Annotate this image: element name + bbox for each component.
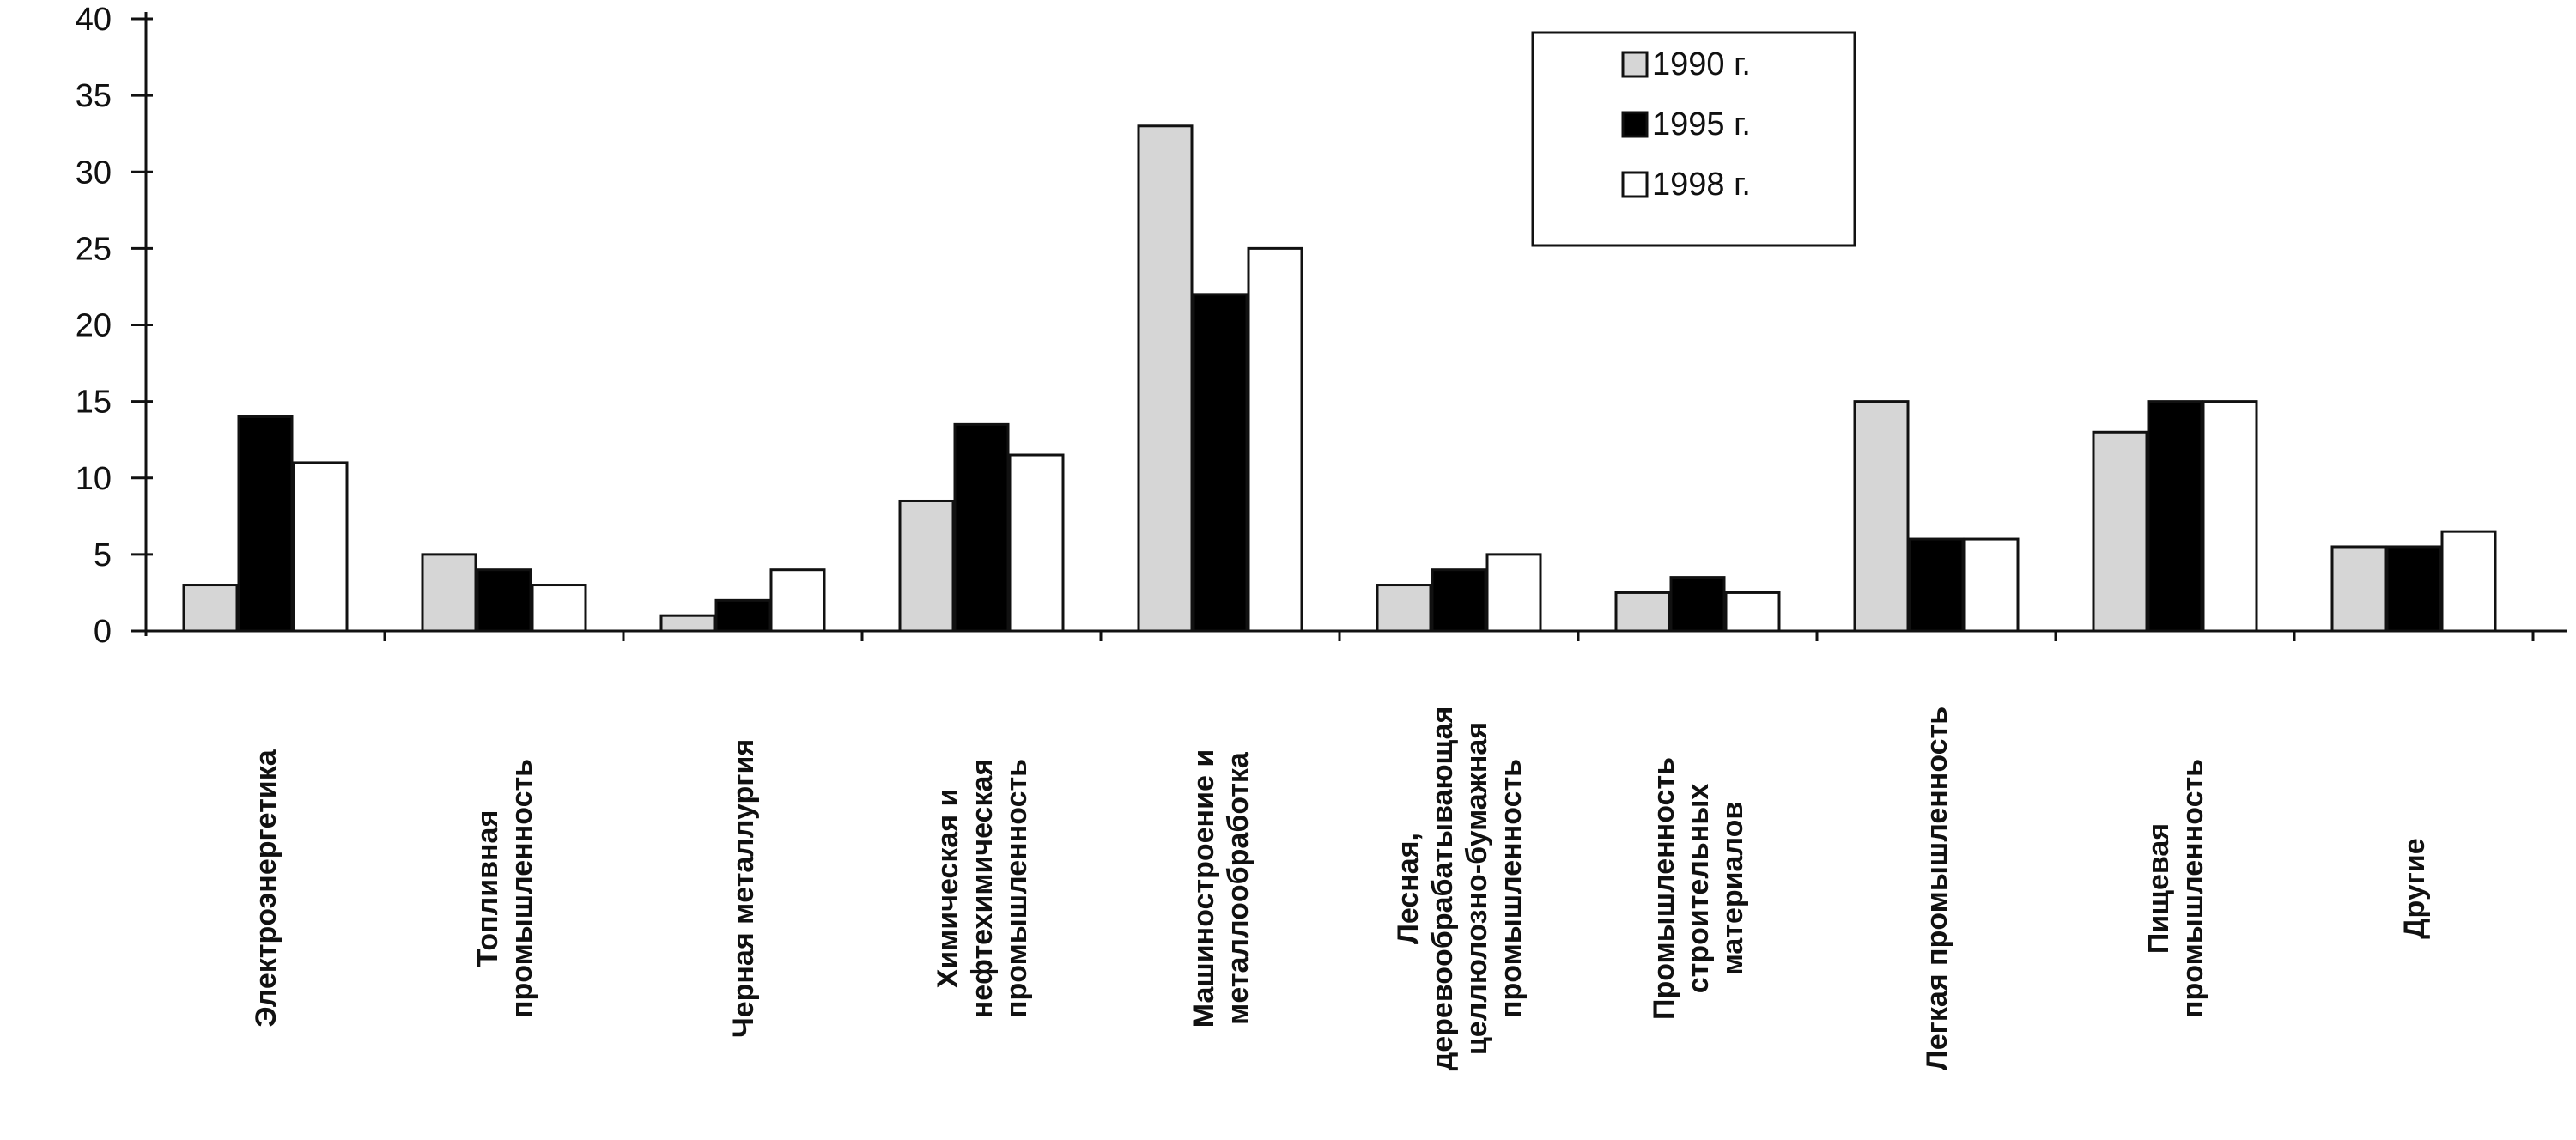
bar-2 — [714, 598, 771, 633]
category-label: Легкая промышленность — [1921, 706, 1953, 1070]
bar-2 — [1192, 293, 1249, 633]
category-labels: Электроэнергетика Топливнаяпромышленность… — [250, 706, 2431, 1071]
category-label-line: Лесная, — [1392, 833, 1425, 944]
bar-3 — [531, 584, 587, 633]
category-label: Машиностроение иметаллообработка — [1188, 749, 1255, 1028]
y-tick-label: 15 — [76, 385, 112, 421]
y-tick-label: 25 — [76, 231, 112, 267]
legend-label: 1995 г. — [1652, 106, 1751, 142]
category-label-line: Пищевая — [2142, 823, 2175, 954]
category-label-line: строительных — [1682, 784, 1715, 994]
bar-2 — [1431, 568, 1487, 633]
bar-1 — [1376, 584, 1432, 633]
bar-1 — [1614, 591, 1671, 633]
category-label: Другие — [2398, 838, 2431, 938]
bar-2 — [2385, 545, 2442, 633]
y-tick-label: 20 — [76, 308, 112, 344]
bar-1 — [659, 614, 716, 633]
bar-1 — [1137, 124, 1194, 633]
category-label-line: Машиностроение и — [1188, 749, 1220, 1028]
bar-2 — [476, 568, 532, 633]
category-label-line: Топливная — [471, 810, 504, 967]
legend-box — [1531, 31, 1856, 247]
bar-3 — [769, 568, 826, 633]
bar-2 — [1908, 537, 1965, 633]
bar-1 — [1853, 400, 1910, 633]
bar-3 — [292, 461, 349, 633]
bar-1 — [182, 584, 239, 633]
bar-1 — [2092, 430, 2148, 633]
bar-3 — [2202, 400, 2258, 633]
y-tick-label: 0 — [94, 614, 112, 650]
category-label-line: Промышленность — [1648, 757, 1680, 1020]
bar-2 — [2147, 400, 2203, 633]
category-label: Электроэнергетика — [250, 749, 283, 1027]
y-tick-label: 40 — [76, 2, 112, 38]
bar-3 — [1963, 537, 2020, 633]
category-label: Лесная,деревообрабатывающаяцеллюлозно-бу… — [1392, 706, 1528, 1071]
y-tick-label: 30 — [76, 155, 112, 191]
legend-swatch — [1621, 51, 1649, 78]
legend-swatch — [1621, 111, 1649, 138]
y-tick-label: 35 — [76, 78, 112, 114]
category-label-line: Электроэнергетика — [250, 749, 283, 1027]
legend-label: 1998 г. — [1652, 167, 1751, 203]
bar-3 — [2440, 530, 2497, 633]
category-label-line: промышленность — [1000, 759, 1033, 1018]
category-label-line: промышленность — [506, 759, 538, 1018]
category-label-line: промышленность — [1495, 759, 1528, 1018]
category-label: Промышленностьстроительныхматериалов — [1648, 757, 1749, 1020]
category-label-line: металлообработка — [1222, 751, 1255, 1025]
category-label-line: целлюлозно-бумажная — [1461, 722, 1493, 1055]
category-label-line: промышленность — [2177, 759, 2209, 1018]
category-label-line: Химическая и — [932, 789, 964, 989]
category-label-line: Легкая промышленность — [1921, 706, 1953, 1070]
category-label: Черная металлургия — [727, 739, 760, 1038]
bars — [182, 124, 2497, 633]
bar-3 — [1247, 246, 1303, 633]
bar-2 — [953, 422, 1010, 633]
bar-2 — [1669, 576, 1726, 633]
bar-3 — [1724, 591, 1781, 633]
bar-1 — [421, 553, 477, 633]
legend-swatch — [1621, 171, 1649, 198]
y-tick-label: 10 — [76, 461, 112, 497]
bar-2 — [237, 415, 294, 633]
bar-3 — [1008, 453, 1065, 633]
category-label: Пищеваяпромышленность — [2142, 759, 2209, 1018]
legend-label: 1990 г. — [1652, 46, 1751, 82]
bar-3 — [1485, 553, 1542, 633]
bar-1 — [2330, 545, 2387, 633]
category-label: Химическая инефтехимическаяпромышленност… — [932, 759, 1033, 1019]
category-label-line: материалов — [1716, 802, 1749, 976]
legend: 1990 г. 1995 г. 1998 г. — [1531, 31, 1856, 247]
y-tick-label: 5 — [94, 537, 112, 573]
category-label-line: Черная металлургия — [727, 739, 760, 1038]
category-label-line: деревообрабатывающая — [1426, 706, 1459, 1071]
category-label: Топливнаяпромышленность — [471, 759, 538, 1018]
bar-1 — [898, 499, 955, 633]
category-label-line: нефтехимическая — [966, 759, 999, 1019]
category-label-line: Другие — [2398, 838, 2431, 938]
